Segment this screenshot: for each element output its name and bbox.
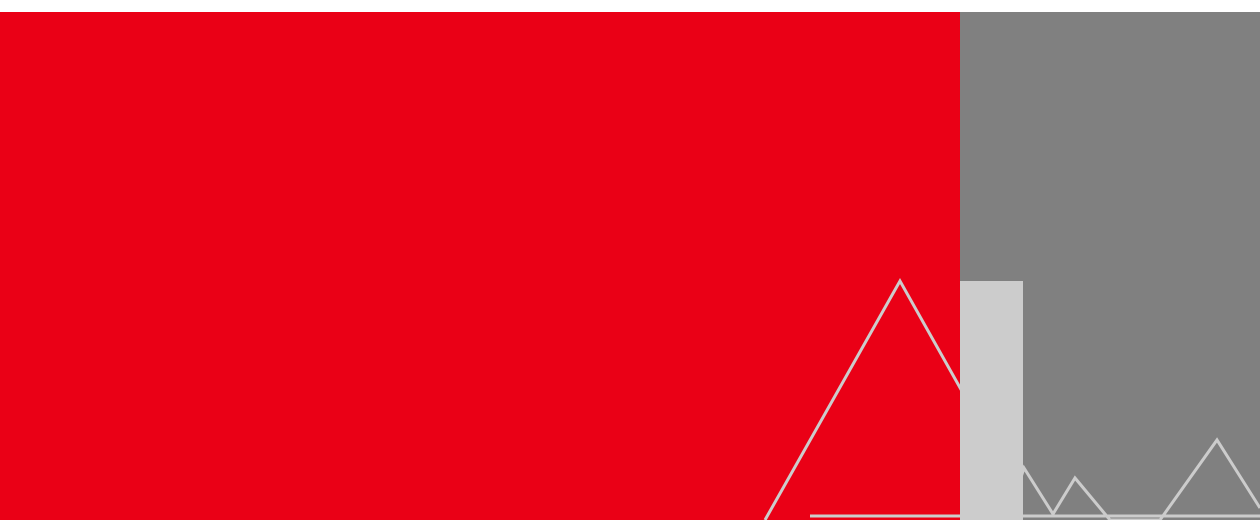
top-margin-strip bbox=[0, 0, 1260, 12]
primary-red-panel bbox=[0, 12, 960, 520]
highlight-bar bbox=[960, 281, 1023, 520]
